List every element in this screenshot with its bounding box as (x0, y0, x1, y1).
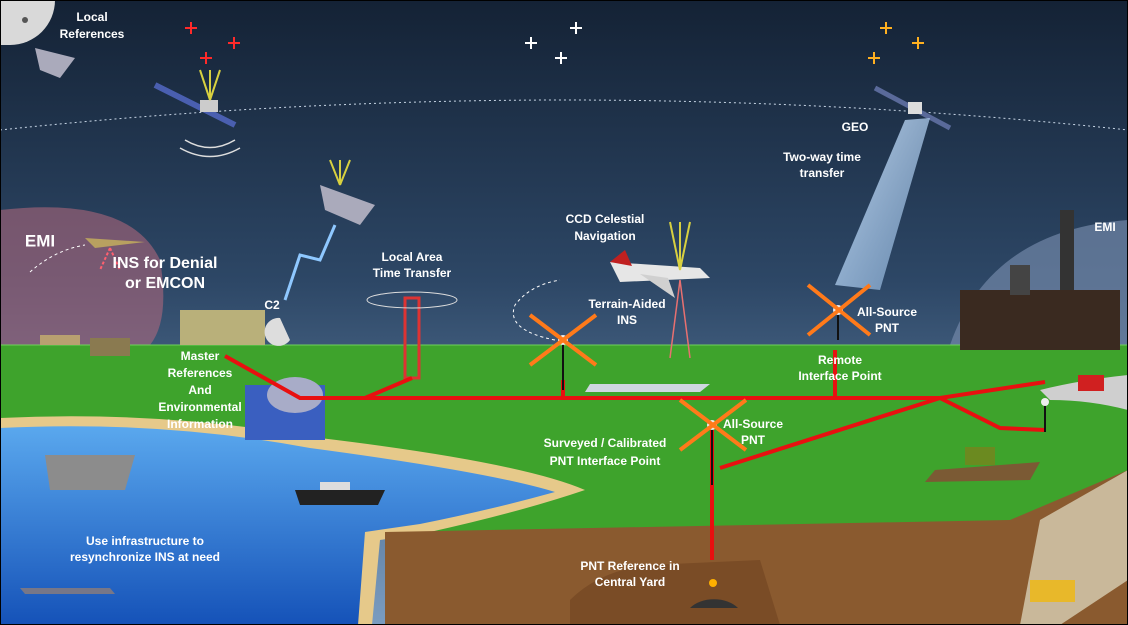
label: Local Area (382, 250, 443, 264)
label: Terrain-Aided (588, 297, 665, 311)
stars (185, 22, 924, 64)
labels: Local References GEO Two-way time transfer CC… (25, 10, 1116, 589)
label: Environmental (158, 400, 241, 414)
label: Interface Point (798, 369, 881, 383)
label: Information (167, 417, 233, 431)
label: or EMCON (125, 275, 205, 292)
label: References (168, 366, 233, 380)
label: All-Source (857, 305, 917, 319)
label: PNT (741, 433, 766, 447)
label: Surveyed / Calibrated (544, 436, 667, 450)
label: Master (181, 349, 220, 363)
label: INS (617, 313, 637, 327)
label: Central Yard (595, 575, 665, 589)
interface-points (528, 283, 1049, 485)
label: GEO (842, 120, 869, 134)
label: Use infrastructure to (86, 534, 204, 548)
aircraft (29, 221, 710, 359)
label: Local (76, 10, 107, 24)
label: CCD Celestial (566, 212, 645, 226)
label: Time Transfer (373, 266, 452, 280)
label: C2 (264, 298, 280, 312)
label: And (188, 383, 211, 397)
label: All-Source (723, 417, 783, 431)
label: INS for Denial (113, 255, 218, 272)
label: PNT (875, 321, 900, 335)
label: Remote (818, 353, 862, 367)
ground-structures (20, 210, 1120, 608)
label: transfer (800, 166, 845, 180)
label: Two-way time (783, 150, 861, 164)
label: PNT Reference in (580, 559, 679, 573)
label: resynchronize INS at need (70, 550, 220, 564)
label: EMI (1094, 220, 1115, 234)
label: References (60, 27, 125, 41)
label: EMI (25, 231, 55, 250)
label: PNT Interface Point (550, 454, 661, 468)
satellites (35, 48, 952, 301)
label: Navigation (574, 229, 635, 243)
